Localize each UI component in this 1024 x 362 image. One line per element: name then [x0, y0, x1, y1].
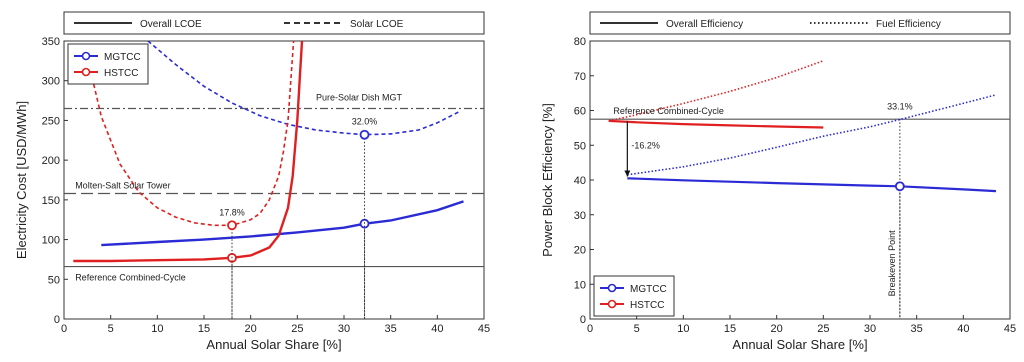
series-legend-label: HSTCC: [104, 68, 138, 79]
style-legend-label: Solar LCOE: [350, 19, 404, 30]
x-tick-label: 5: [634, 323, 640, 335]
y-tick-label: 20: [574, 245, 586, 257]
x-tick-label: 35: [911, 323, 923, 335]
x-tick-label: 45: [1004, 323, 1016, 335]
x-tick-label: 20: [771, 323, 783, 335]
series-line-mgtcc-overall: [101, 200, 464, 247]
x-tick-label: 5: [108, 323, 114, 335]
annotation-label: 33.1%: [887, 102, 913, 112]
series-legend-marker: [607, 283, 617, 293]
plot-content: [590, 60, 1010, 319]
y-tick-label: 10: [574, 279, 586, 291]
series-line-mgtcc-solar: [147, 41, 462, 136]
series-legend-label: MGTCC: [630, 284, 667, 295]
reference-line-label: Reference Combined-Cycle: [613, 106, 724, 116]
style-legend-label: Fuel Efficiency: [876, 19, 941, 30]
plot-content: [64, 41, 484, 319]
x-tick-label: 15: [724, 323, 736, 335]
vertical-line-label: Breakeven Point: [887, 230, 897, 297]
chart-panel-2: Overall Efficiency Fuel Efficiency 0 5 10 15 2…: [540, 11, 1016, 352]
reference-line-label: Pure-Solar Dish MGT: [316, 93, 403, 103]
y-axis-label: Power Block Efficiency [%]: [540, 103, 555, 257]
x-tick-label: 30: [338, 323, 350, 335]
series-line-hstcc-overall: [73, 41, 304, 263]
series-legend-label: HSTCC: [630, 300, 664, 311]
x-tick-label: 0: [61, 323, 67, 335]
x-tick-label: 15: [198, 323, 210, 335]
x-tick-label: 0: [587, 323, 593, 335]
y-tick-label: 50: [574, 140, 586, 152]
y-tick-label: 60: [574, 106, 586, 118]
reference-line-label: Reference Combined-Cycle: [75, 273, 186, 283]
series-line-mgtcc-fuel: [627, 94, 997, 176]
chart-panel-1: Overall LCOE Solar LCOE 0 5 10 15 20 25 30 35 40 45…: [14, 11, 490, 352]
series-marker: [894, 181, 905, 192]
series-line-mgtcc-overall: [627, 177, 997, 193]
series-legend-box: [593, 275, 675, 317]
reference-line-label: Molten-Salt Solar Tower: [75, 181, 170, 191]
x-tick-label: 30: [864, 323, 876, 335]
x-tick-label: 10: [677, 323, 689, 335]
y-tick-label: 0: [54, 314, 60, 326]
x-tick-label: 35: [385, 323, 397, 335]
y-tick-label: 150: [42, 195, 60, 207]
x-tick-label: 45: [478, 323, 490, 335]
y-tick-label: 200: [42, 155, 60, 167]
x-tick-label: 20: [245, 323, 257, 335]
y-tick-label: 250: [42, 115, 60, 127]
y-tick-label: 300: [42, 76, 60, 88]
series-legend-marker: [81, 67, 91, 77]
x-tick-label: 10: [151, 323, 163, 335]
series-marker: [359, 129, 370, 140]
series-line-hstcc-overall: [608, 119, 824, 129]
y-tick-label: 50: [48, 274, 60, 286]
y-tick-label: 350: [42, 36, 60, 48]
series-legend-marker: [81, 51, 91, 61]
style-legend-box: [589, 11, 1011, 35]
series-marker: [227, 220, 237, 231]
y-tick-label: 70: [574, 71, 586, 83]
series-legend-marker: [607, 299, 617, 309]
y-tick-label: 30: [574, 210, 586, 222]
y-tick-label: 100: [42, 235, 60, 247]
annotation-label: -16.2%: [631, 141, 660, 151]
style-legend-label: Overall LCOE: [140, 19, 202, 30]
x-tick-label: 40: [957, 323, 969, 335]
x-tick-label: 25: [817, 323, 829, 335]
style-legend-box: [63, 11, 485, 35]
annotation-label: 17.8%: [219, 207, 245, 217]
y-tick-label: 80: [574, 36, 586, 48]
x-tick-label: 25: [291, 323, 303, 335]
series-legend-label: MGTCC: [104, 52, 141, 63]
y-tick-label: 40: [574, 175, 586, 187]
x-axis-label: Annual Solar Share [%]: [732, 337, 867, 352]
x-axis-label: Annual Solar Share [%]: [206, 337, 341, 352]
style-legend-label: Overall Efficiency: [666, 19, 743, 30]
drop-arrow-head: [624, 170, 631, 177]
plot-area: [63, 40, 485, 320]
y-axis-label: Electricity Cost [USD/MWh]: [14, 101, 29, 259]
x-tick-label: 40: [431, 323, 443, 335]
annotation-label: 32.0%: [352, 117, 378, 127]
series-legend-box: [67, 43, 149, 85]
y-tick-label: 0: [580, 314, 586, 326]
